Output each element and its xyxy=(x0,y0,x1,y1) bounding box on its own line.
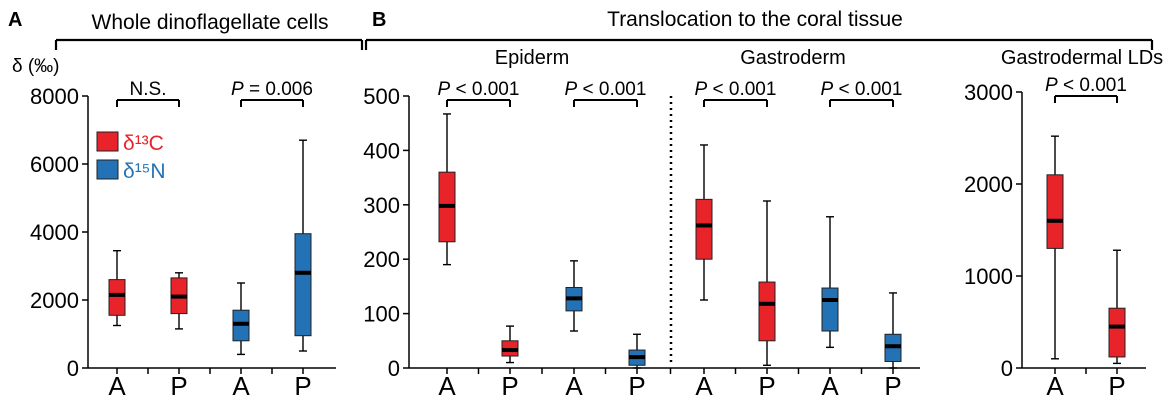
gastroderm-box-2 xyxy=(821,287,839,332)
panel-a-sig-label-0: N.S. xyxy=(130,79,167,100)
panel-a-median-0 xyxy=(109,292,125,297)
panel-b-x-tick-label-2: A xyxy=(565,371,583,395)
lds-x-tick-label-0: A xyxy=(1046,371,1064,395)
lds-title: Gastrodermal LDs xyxy=(1001,47,1163,69)
gastroderm-box-1 xyxy=(758,281,776,342)
lds-y-tick-label-2: 2000 xyxy=(964,172,1013,197)
epiderm-median-0 xyxy=(439,203,455,208)
panel-b-y-tick-label-0: 0 xyxy=(388,356,400,381)
panel-b-x-tick-label-7: P xyxy=(884,371,901,395)
legend-swatch-1 xyxy=(96,159,119,180)
panel-b-title: Translocation to the coral tissue xyxy=(607,8,903,31)
panel-a-y-tick-label-0: 0 xyxy=(67,356,79,381)
lds-sig-label-0: P < 0.001 xyxy=(1045,75,1127,96)
panel-b-x-tick-label-1: P xyxy=(501,371,518,395)
lds-y-tick-label-1: 1000 xyxy=(964,264,1013,289)
panel-a-y-tick-label-2: 4000 xyxy=(30,220,79,245)
panel-a-ylabel: δ (‰) xyxy=(12,56,60,77)
panel-a-y-tick-label-4: 8000 xyxy=(30,84,79,109)
panel-b-y-tick-label-2: 200 xyxy=(363,247,400,272)
panel-a-median-2 xyxy=(233,321,249,326)
panel-a-median-1 xyxy=(171,294,187,299)
epiderm-median-1 xyxy=(502,348,518,353)
panel-b-x-tick-label-4: A xyxy=(695,371,713,395)
gastroderm-title: Gastroderm xyxy=(740,47,846,69)
panel-b-y-tick-label-5: 500 xyxy=(363,84,400,109)
legend-label-0: δ¹³C xyxy=(123,132,164,155)
panel-a-median-3 xyxy=(295,270,311,275)
panel-a-x-tick-label-1: P xyxy=(170,371,187,395)
panel-a-box-3 xyxy=(294,233,312,337)
lds-median-0 xyxy=(1047,218,1063,223)
lds-box-1 xyxy=(1108,307,1126,358)
lds-x-tick-label-1: P xyxy=(1108,371,1125,395)
panel-b-x-tick-label-5: P xyxy=(758,371,775,395)
gastroderm-median-3 xyxy=(885,344,901,349)
epiderm-title: Epiderm xyxy=(495,47,569,69)
panel-b-y-tick-label-4: 400 xyxy=(363,138,400,163)
panel-a-x-tick-label-0: A xyxy=(108,371,126,395)
legend-swatch-0 xyxy=(96,131,119,152)
epiderm-median-2 xyxy=(566,296,582,301)
panel-b-x-tick-label-6: A xyxy=(821,371,839,395)
panel-a-letter: A xyxy=(8,9,22,31)
panel-a-title: Whole dinoflagellate cells xyxy=(92,11,329,34)
panel-a-x-tick-label-3: P xyxy=(294,371,311,395)
panel-b-y-tick-label-3: 300 xyxy=(363,193,400,218)
gastroderm-median-2 xyxy=(822,298,838,302)
lds-y-tick-label-0: 0 xyxy=(1001,356,1013,381)
legend-label-1: δ¹⁵N xyxy=(123,160,166,183)
panel-b-letter: B xyxy=(372,9,386,31)
panel-a-y-tick-label-3: 6000 xyxy=(30,152,79,177)
panel-a-box-0 xyxy=(108,279,126,316)
panel-b-x-tick-label-3: P xyxy=(628,371,645,395)
lds-y-tick-label-3: 3000 xyxy=(964,80,1013,105)
panel-b-y-tick-label-1: 100 xyxy=(363,302,400,327)
gastroderm-sig-label-1: P < 0.001 xyxy=(821,79,903,100)
panel-a-sig-label-1: P = 0.006 xyxy=(231,79,313,100)
panel-b-x-tick-label-0: A xyxy=(438,371,456,395)
gastroderm-median-1 xyxy=(759,301,775,306)
gastroderm-median-0 xyxy=(696,223,712,228)
gastroderm-sig-label-0: P < 0.001 xyxy=(695,79,777,100)
panel-a-y-tick-label-1: 2000 xyxy=(30,288,79,313)
panel-a-x-tick-label-2: A xyxy=(232,371,250,395)
epiderm-median-3 xyxy=(629,355,645,360)
lds-median-1 xyxy=(1109,324,1125,329)
epiderm-sig-label-0: P < 0.001 xyxy=(438,79,520,100)
gastroderm-box-0 xyxy=(695,198,713,260)
epiderm-sig-label-1: P < 0.001 xyxy=(565,79,647,100)
lds-box-0 xyxy=(1046,174,1064,249)
